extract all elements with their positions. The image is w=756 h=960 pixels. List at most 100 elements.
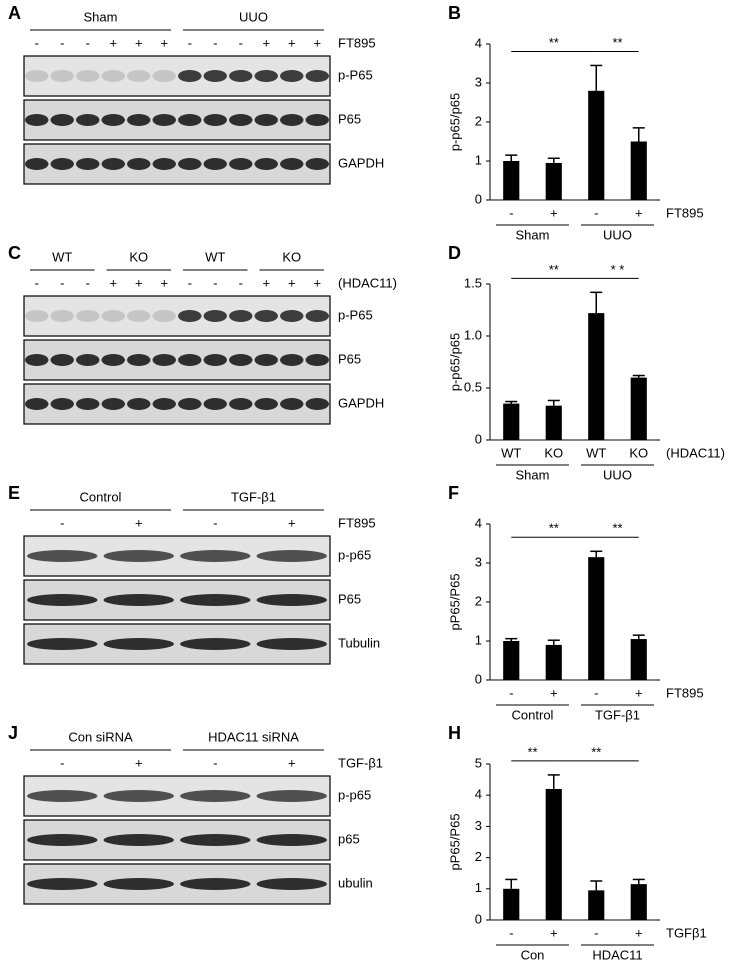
band xyxy=(280,70,304,82)
significance-label: ** xyxy=(549,521,559,536)
band xyxy=(254,158,278,170)
y-axis-label: p-p65/p65 xyxy=(447,93,462,152)
band xyxy=(152,398,176,410)
band xyxy=(103,834,174,846)
panel-letter: H xyxy=(448,723,461,743)
band xyxy=(152,354,176,366)
band xyxy=(103,878,174,890)
bar xyxy=(503,641,520,680)
x-tick-label: WT xyxy=(586,445,606,460)
band xyxy=(180,878,251,890)
treatment-label: FT895 xyxy=(338,515,376,530)
lane-sign: - xyxy=(60,755,64,770)
band xyxy=(76,310,100,322)
y-tick-label: 4 xyxy=(475,787,482,802)
y-tick-label: 1.5 xyxy=(464,275,482,290)
treatment-label: (HDAC11) xyxy=(338,275,397,290)
lane-sign: + xyxy=(262,35,270,50)
x-tick-label: + xyxy=(635,685,643,700)
band xyxy=(25,70,49,82)
band xyxy=(180,550,251,562)
bar xyxy=(503,403,520,440)
treatment-label: FT895 xyxy=(338,35,376,50)
band xyxy=(203,70,227,82)
band-label: GAPDH xyxy=(338,395,384,410)
band xyxy=(180,790,251,802)
significance-label: ** xyxy=(612,35,622,50)
x-tick-label: KO xyxy=(544,445,563,460)
band xyxy=(101,158,125,170)
band xyxy=(229,114,253,126)
treatment-label: TGF-β1 xyxy=(338,755,383,770)
band xyxy=(178,354,202,366)
band xyxy=(305,114,329,126)
band xyxy=(103,638,174,650)
treatment-label: FT895 xyxy=(666,205,704,220)
panel-letter: D xyxy=(448,243,461,263)
panel-letter: B xyxy=(448,3,461,23)
band xyxy=(127,70,151,82)
x-tick-label: + xyxy=(550,205,558,220)
band xyxy=(254,114,278,126)
band xyxy=(203,354,227,366)
y-tick-label: 5 xyxy=(475,755,482,770)
y-tick-label: 2 xyxy=(475,113,482,128)
band xyxy=(178,114,202,126)
band xyxy=(280,158,304,170)
x-tick-label: - xyxy=(509,685,513,700)
band xyxy=(256,834,327,846)
y-tick-label: 0 xyxy=(475,911,482,926)
band xyxy=(280,310,304,322)
band xyxy=(50,354,74,366)
x-tick-label: + xyxy=(635,205,643,220)
group-label: UUO xyxy=(603,227,632,242)
x-tick-label: + xyxy=(635,925,643,940)
x-tick-label: - xyxy=(509,925,513,940)
band xyxy=(203,114,227,126)
band xyxy=(256,594,327,606)
y-tick-label: 2 xyxy=(475,593,482,608)
lane-sign: - xyxy=(239,35,243,50)
bar xyxy=(503,161,520,200)
y-tick-label: 1 xyxy=(475,880,482,895)
significance-label: ** xyxy=(549,262,559,277)
treatment-label: FT895 xyxy=(666,685,704,700)
lane-sign: + xyxy=(109,275,117,290)
band xyxy=(76,354,100,366)
band xyxy=(101,354,125,366)
lane-sign: - xyxy=(213,275,217,290)
band xyxy=(127,158,151,170)
band xyxy=(203,158,227,170)
y-axis-label: pP65/P65 xyxy=(447,573,462,630)
lane-sign: - xyxy=(188,35,192,50)
band xyxy=(305,310,329,322)
group-label: UUO xyxy=(239,9,268,24)
y-axis-label: p-p65/p65 xyxy=(447,333,462,392)
y-tick-label: 4 xyxy=(475,35,482,50)
significance-label: ** xyxy=(612,521,622,536)
band xyxy=(256,790,327,802)
bar xyxy=(630,377,647,440)
band xyxy=(101,310,125,322)
band xyxy=(50,158,74,170)
group-label: Control xyxy=(80,489,122,504)
band-label: P65 xyxy=(338,351,361,366)
lane-sign: + xyxy=(160,275,168,290)
y-tick-label: 2 xyxy=(475,849,482,864)
bar xyxy=(588,557,605,680)
band xyxy=(229,158,253,170)
lane-sign: + xyxy=(135,515,143,530)
lane-sign: - xyxy=(213,515,217,530)
group-label: Control xyxy=(512,707,554,722)
band xyxy=(101,70,125,82)
lane-sign: + xyxy=(288,515,296,530)
band xyxy=(256,550,327,562)
x-tick-label: - xyxy=(594,925,598,940)
group-label: TGF-β1 xyxy=(231,489,276,504)
group-label: Con siRNA xyxy=(68,729,133,744)
y-tick-label: 1.0 xyxy=(464,327,482,342)
bar xyxy=(588,90,605,200)
band xyxy=(27,834,98,846)
lane-sign: + xyxy=(135,35,143,50)
x-tick-label: - xyxy=(594,685,598,700)
